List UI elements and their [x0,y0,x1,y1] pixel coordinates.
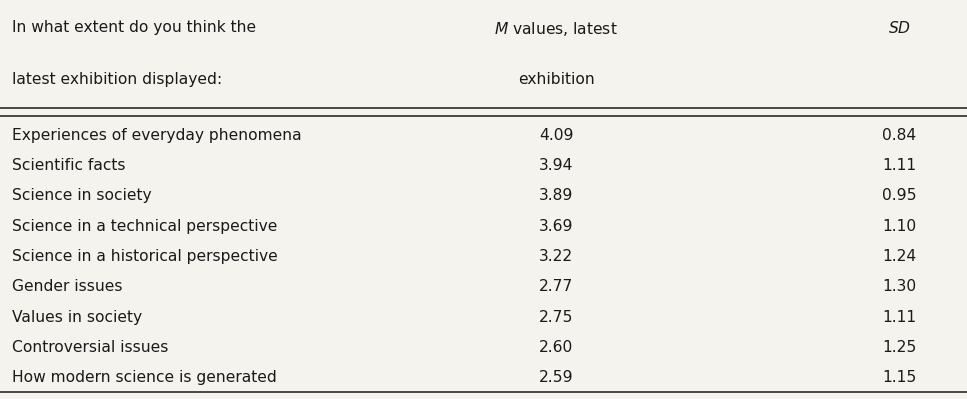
Text: Science in a historical perspective: Science in a historical perspective [12,249,278,264]
Text: 0.84: 0.84 [882,128,917,143]
Text: 2.77: 2.77 [539,279,573,294]
Text: 4.09: 4.09 [539,128,573,143]
Text: 0.95: 0.95 [882,188,917,203]
Text: Gender issues: Gender issues [12,279,122,294]
Text: Scientific facts: Scientific facts [12,158,125,173]
Text: Experiences of everyday phenomena: Experiences of everyday phenomena [12,128,302,143]
Text: 3.22: 3.22 [539,249,573,264]
Text: 1.11: 1.11 [882,310,917,325]
Text: latest exhibition displayed:: latest exhibition displayed: [12,72,221,87]
Text: 2.75: 2.75 [539,310,573,325]
Text: Values in society: Values in society [12,310,142,325]
Text: $\mathit{M}$ values, latest: $\mathit{M}$ values, latest [494,20,618,38]
Text: In what extent do you think the: In what extent do you think the [12,20,255,35]
Text: How modern science is generated: How modern science is generated [12,370,277,385]
Text: 3.89: 3.89 [539,188,573,203]
Text: Controversial issues: Controversial issues [12,340,168,355]
Text: 2.60: 2.60 [539,340,573,355]
Text: 2.59: 2.59 [539,370,573,385]
Text: 3.94: 3.94 [539,158,573,173]
Text: 1.11: 1.11 [882,158,917,173]
Text: 1.25: 1.25 [882,340,917,355]
Text: 1.30: 1.30 [882,279,917,294]
Text: $\mathit{SD}$: $\mathit{SD}$ [888,20,911,36]
Text: 1.15: 1.15 [882,370,917,385]
Text: Science in a technical perspective: Science in a technical perspective [12,219,277,234]
Text: 3.69: 3.69 [539,219,573,234]
Text: 1.24: 1.24 [882,249,917,264]
Text: Science in society: Science in society [12,188,151,203]
Text: 1.10: 1.10 [882,219,917,234]
Text: exhibition: exhibition [517,72,595,87]
